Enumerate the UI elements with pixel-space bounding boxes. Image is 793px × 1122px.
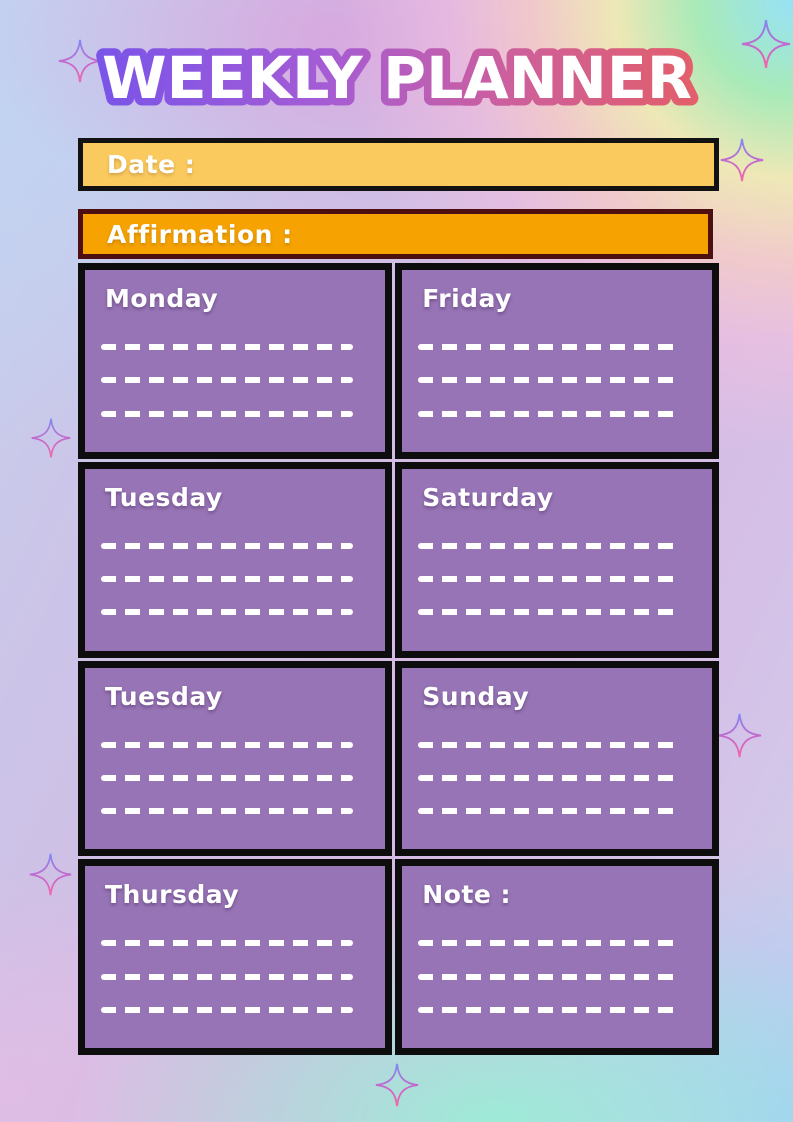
writing-lines [101,516,354,643]
day-cell-tuesday: Tuesday [78,461,393,658]
writing-line [101,940,354,947]
page-header: WEEKLY PLANNER [0,28,793,132]
affirmation-label: Affirmation : [107,219,293,249]
writing-line [101,1006,354,1013]
title-bubble-text: WEEKLY PLANNER [94,37,699,120]
note-cell: Note : [395,859,719,1055]
writing-lines [418,913,680,1040]
writing-line [101,609,354,616]
day-label: Monday [105,284,219,313]
writing-lines [101,317,354,444]
writing-line [101,410,354,417]
writing-line [418,808,680,815]
writing-lines [418,715,680,842]
writing-lines [418,317,680,444]
writing-line [418,741,680,748]
writing-line [418,940,680,947]
writing-line [101,774,354,781]
sparkle-icon [31,418,71,458]
day-cell-thursday: Thursday [78,859,393,1055]
writing-line [418,1006,680,1013]
planner-grid: Monday Friday Tuesday Satu [78,263,719,1055]
writing-line [101,377,354,384]
day-label: Thursday [105,880,240,910]
writing-line [101,741,354,748]
sparkle-icon [741,19,791,69]
writing-line [418,344,680,351]
day-cell-friday: Friday [395,263,719,459]
writing-lines [418,516,680,643]
sparkle-icon [29,853,72,896]
writing-line [418,542,680,549]
note-label: Note : [422,880,511,910]
sparkle-icon [720,138,764,182]
writing-line [418,410,680,417]
sparkle-icon [375,1063,419,1107]
sparkle-icon [58,39,102,83]
writing-line [101,973,354,980]
writing-line [418,609,680,616]
day-label: Friday [422,284,512,313]
writing-line [101,576,354,583]
day-label: Tuesday [105,681,223,711]
day-label: Tuesday [105,482,223,512]
day-cell-monday: Monday [78,263,393,459]
writing-line [101,344,354,351]
day-cell-sunday: Sunday [395,660,719,857]
date-label: Date : [107,150,196,179]
day-cell-saturday: Saturday [395,461,719,658]
day-cell-tuesday-2: Tuesday [78,660,393,857]
writing-line [418,377,680,384]
day-label: Saturday [422,482,554,512]
writing-line [418,576,680,583]
writing-line [418,774,680,781]
affirmation-field: Affirmation : [78,209,713,259]
writing-lines [101,715,354,842]
day-label: Sunday [422,681,530,711]
writing-line [418,973,680,980]
date-field: Date : [78,138,719,191]
sparkle-icon [717,713,762,758]
writing-lines [101,913,354,1040]
writing-line [101,808,354,815]
writing-line [101,542,354,549]
page-title: WEEKLY PLANNER [102,44,692,112]
